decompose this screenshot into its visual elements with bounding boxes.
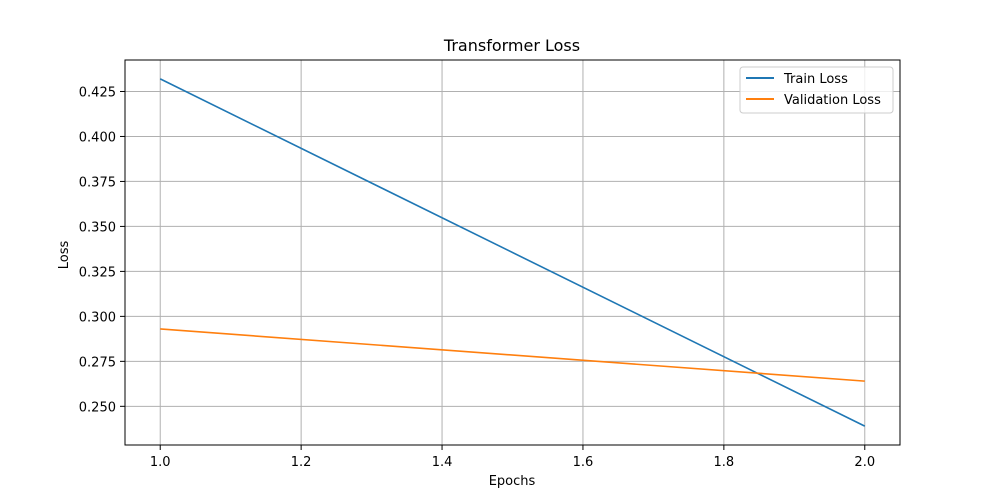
legend-label-train-loss: Train Loss — [783, 72, 848, 87]
y-axis-ticks: 0.250 0.275 0.300 0.325 0.350 0.375 0.400 0.425 — [79, 85, 125, 415]
legend-label-validation-loss: Validation Loss — [784, 93, 881, 108]
y-tick-label: 0.400 — [79, 130, 116, 145]
y-tick-label: 0.250 — [79, 400, 116, 415]
series-lines — [159, 78, 866, 427]
x-tick-label: 1.6 — [573, 455, 594, 470]
x-tick-label: 2.0 — [854, 455, 875, 470]
series-line-validation-loss — [160, 328, 865, 382]
y-tick-label: 0.325 — [79, 265, 116, 280]
x-tick-label: 1.4 — [432, 455, 453, 470]
x-tick-label: 1.0 — [150, 455, 171, 470]
y-tick-label: 0.300 — [79, 310, 116, 325]
chart-title: Transformer Loss — [443, 36, 580, 55]
legend: Train Loss Validation Loss — [739, 66, 894, 114]
x-tick-label: 1.2 — [291, 455, 312, 470]
y-axis-label: Loss — [57, 241, 72, 270]
y-tick-label: 0.425 — [79, 85, 116, 100]
legend-box — [739, 66, 894, 114]
x-axis-ticks: 1.0 1.2 1.4 1.6 1.8 2.0 — [150, 445, 875, 470]
axes-frame — [124, 59, 901, 446]
x-axis-label: Epochs — [489, 474, 536, 489]
y-tick-label: 0.350 — [79, 220, 116, 235]
y-tick-label: 0.275 — [79, 355, 116, 370]
y-tick-label: 0.375 — [79, 175, 116, 190]
series-line-train-loss — [159, 78, 866, 427]
x-tick-label: 1.8 — [714, 455, 735, 470]
